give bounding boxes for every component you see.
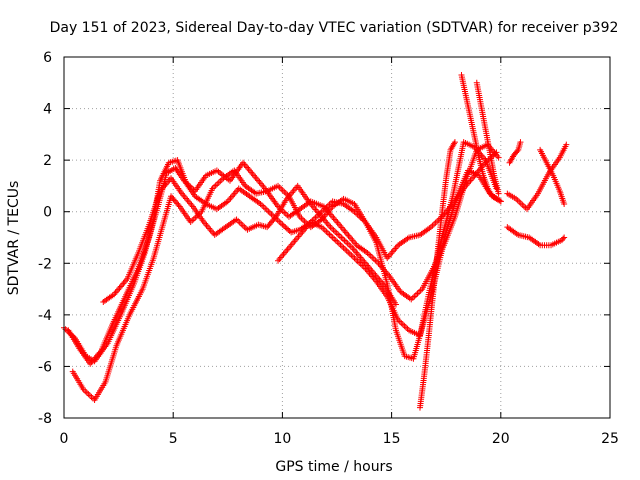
series-track-k (537, 146, 568, 207)
y-tick-label: -2 (38, 256, 52, 272)
axis-ticks: 0 5 10 15 20 25 -8 -6 -4 -2 0 2 4 6 (38, 50, 619, 447)
series-track-f (416, 139, 458, 411)
data-point (495, 190, 502, 197)
x-tick-label: 25 (601, 431, 619, 447)
data-point (563, 141, 570, 148)
data-point (451, 139, 458, 146)
x-tick-label: 20 (492, 431, 510, 447)
y-tick-label: -6 (38, 359, 52, 375)
y-axis-label: SDTVAR / TECUs (6, 181, 22, 296)
series-track-g (458, 72, 504, 205)
chart-title: Day 151 of 2023, Sidereal Day-to-day VTE… (50, 20, 619, 36)
y-tick-label: 6 (43, 50, 52, 66)
plot-frame (63, 56, 611, 419)
series-track-h (473, 79, 502, 197)
y-tick-label: 4 (43, 102, 52, 118)
x-tick-label: 0 (60, 431, 69, 447)
data-point (283, 225, 290, 232)
data-point (175, 202, 182, 209)
x-axis-label: GPS time / hours (275, 459, 392, 475)
x-tick-label: 5 (169, 431, 178, 447)
series-track-d (100, 175, 399, 308)
data-point (560, 235, 567, 242)
data-point (493, 149, 500, 156)
data-point (514, 148, 521, 155)
gridlines (64, 57, 610, 418)
data-points (61, 72, 570, 411)
series-track-e (275, 149, 500, 264)
data-point (497, 198, 504, 205)
data-point (271, 215, 278, 222)
y-tick-label: 2 (43, 153, 52, 169)
data-point (392, 301, 399, 308)
data-point (280, 222, 287, 229)
data-point (517, 139, 524, 146)
data-point (495, 154, 502, 161)
data-point (496, 197, 503, 204)
data-point (285, 226, 292, 233)
data-point (561, 234, 568, 241)
series-track-j (504, 224, 568, 249)
y-tick-label: -4 (38, 308, 52, 324)
y-tick-label: -8 (38, 411, 52, 427)
data-point (561, 200, 568, 207)
data-point (282, 224, 289, 231)
data-point (279, 221, 286, 228)
series-track-l (506, 139, 524, 166)
x-tick-label: 10 (273, 431, 291, 447)
y-tick-label: 0 (43, 205, 52, 221)
x-tick-label: 15 (383, 431, 401, 447)
